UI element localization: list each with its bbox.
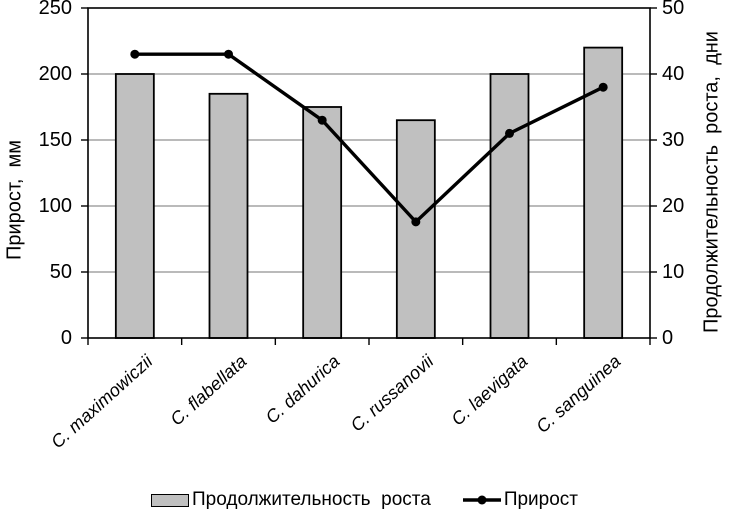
bar [114, 73, 155, 339]
legend-line-marker-icon [462, 495, 501, 505]
left-axis-title: Прирост, мм [3, 139, 26, 261]
line-marker [317, 115, 327, 125]
left-axis-tick-label: 200 [38, 63, 72, 85]
right-axis-tick-label: 30 [662, 129, 685, 151]
line-marker [505, 128, 514, 138]
left-axis-tick-label: 150 [38, 129, 72, 151]
legend-bar-swatch [150, 493, 189, 507]
left-axis-tick-label: 250 [38, 0, 72, 19]
line-marker [411, 217, 421, 227]
line-marker [224, 49, 233, 59]
right-axis-tick-label: 40 [662, 63, 685, 85]
bar [302, 106, 343, 339]
legend: Продолжительность роста Прирост [0, 487, 729, 513]
bar [395, 119, 436, 339]
right-axis-tick-label: 10 [662, 261, 685, 283]
right-axis-tick-label: 50 [662, 0, 685, 19]
bar [208, 92, 249, 339]
bar [583, 46, 624, 339]
right-axis-title: Продолжительность роста, дни [700, 31, 723, 333]
legend-marker-sample [477, 495, 487, 505]
bar [489, 73, 530, 339]
right-axis-tick-label: 0 [662, 327, 674, 349]
left-axis-tick-label: 100 [38, 195, 72, 217]
left-axis-tick-label: 50 [49, 261, 72, 283]
legend-line-label: Прирост [503, 489, 579, 510]
line-marker [598, 82, 608, 92]
line-series [134, 52, 604, 225]
left-axis-tick-label: 0 [60, 327, 72, 349]
right-axis-tick-label: 20 [662, 195, 685, 217]
line-marker [130, 49, 140, 59]
legend-bar-label: Продолжительность роста [191, 489, 431, 510]
